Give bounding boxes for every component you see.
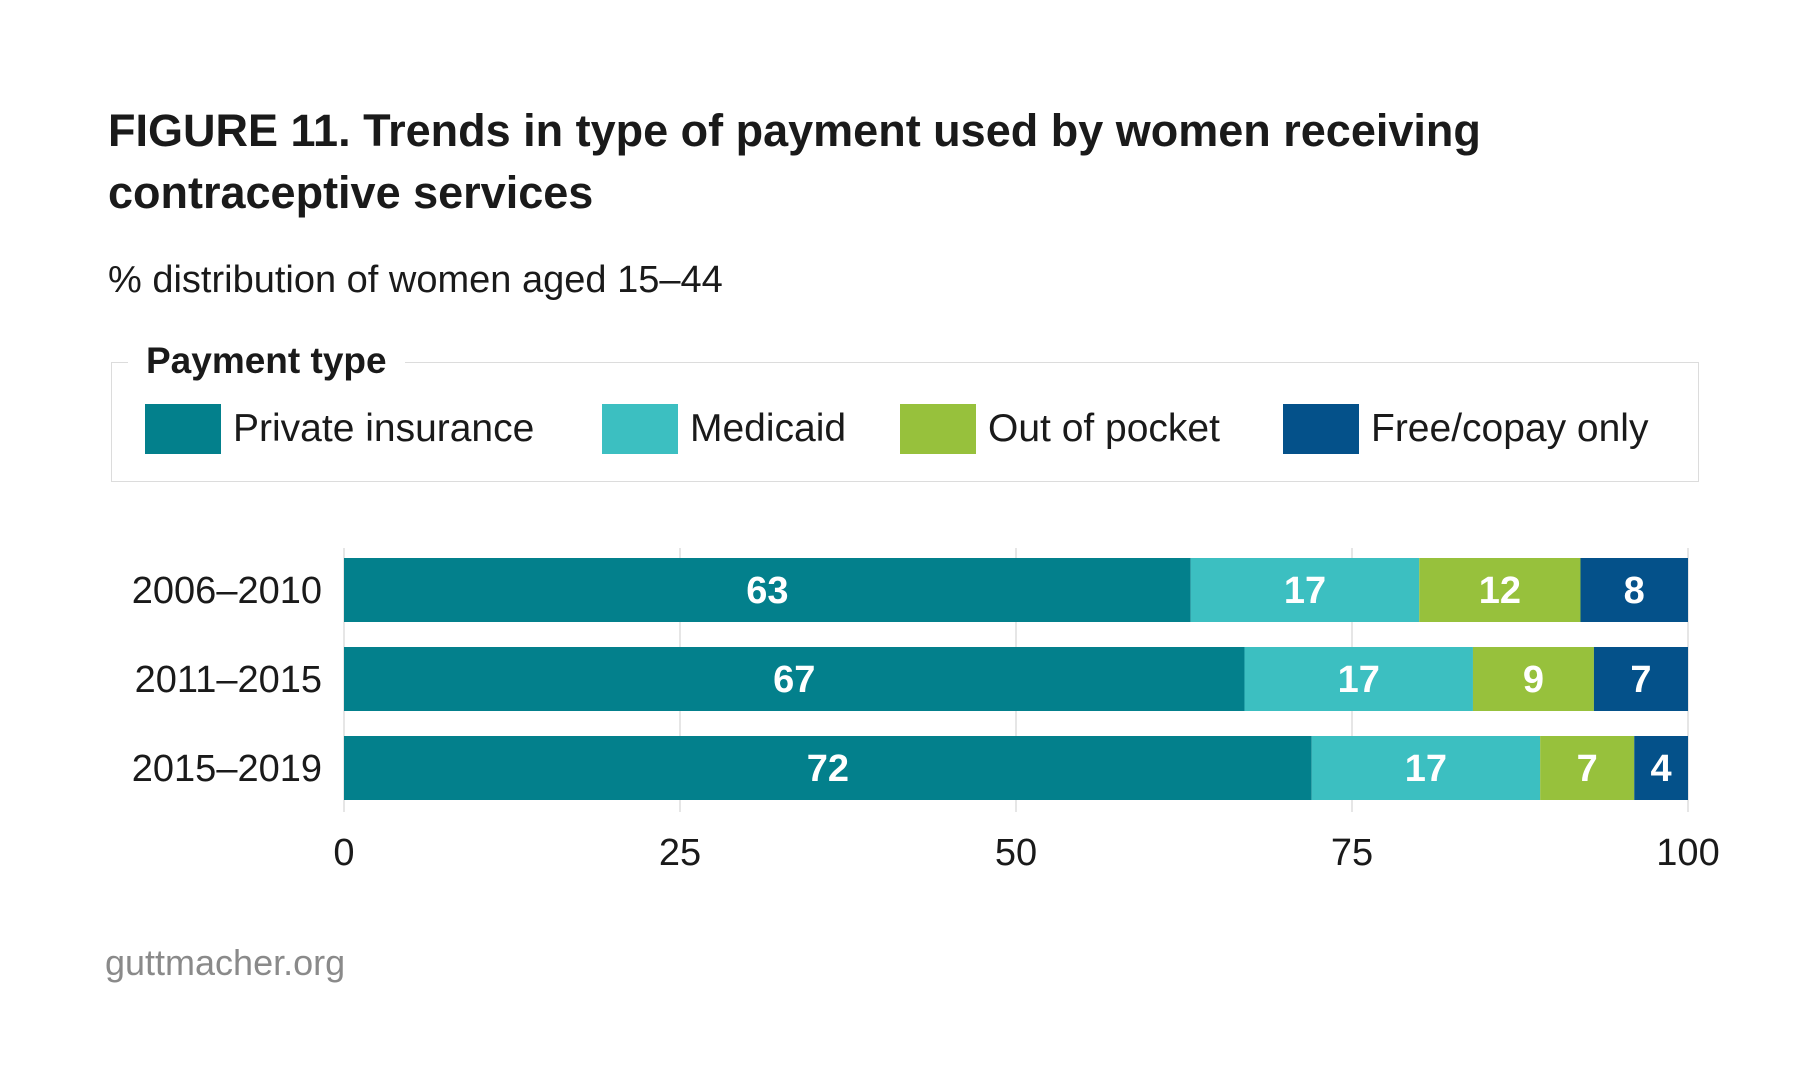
bar-2015-2019-out-of-pocket: [1540, 736, 1635, 800]
category-label-2011-2015: 2011–2015: [135, 659, 322, 701]
bar-2006-2010-out-of-pocket: [1419, 558, 1581, 622]
bar-label-2006-2010-free-copay-only: 8: [1624, 570, 1645, 612]
x-tick-label-25: 25: [659, 832, 701, 874]
x-tick-label-0: 0: [333, 832, 354, 874]
bar-2006-2010-private-insurance: [344, 558, 1191, 622]
bar-2011-2015-free-copay-only: [1593, 647, 1688, 711]
x-tick-label-100: 100: [1656, 832, 1719, 874]
legend-swatch-free-copay-only: [1283, 404, 1359, 454]
legend-swatch-private-insurance: [145, 404, 221, 454]
legend-box: [111, 362, 1699, 482]
category-label-2006-2010: 2006–2010: [132, 570, 322, 612]
legend-label-medicaid: Medicaid: [690, 407, 847, 450]
bar-label-2006-2010-medicaid: 17: [1284, 570, 1326, 612]
bar-2006-2010-medicaid: [1190, 558, 1420, 622]
footer-source: guttmacher.org: [105, 942, 346, 983]
bar-label-2015-2019-free-copay-only: 4: [1651, 748, 1672, 790]
bar-label-2015-2019-medicaid: 17: [1405, 748, 1447, 790]
bar-label-2015-2019-private-insurance: 72: [807, 748, 849, 790]
category-label-2015-2019: 2015–2019: [132, 748, 322, 790]
bar-2006-2010-free-copay-only: [1580, 558, 1688, 622]
x-tick-label-75: 75: [1331, 832, 1373, 874]
bar-2011-2015-out-of-pocket: [1472, 647, 1594, 711]
bar-label-2011-2015-out-of-pocket: 9: [1523, 659, 1544, 701]
bar-2011-2015-private-insurance: [344, 647, 1245, 711]
bar-2015-2019-free-copay-only: [1634, 736, 1688, 800]
legend-swatch-out-of-pocket: [900, 404, 976, 454]
bar-label-2006-2010-out-of-pocket: 12: [1479, 570, 1521, 612]
legend-label-free-copay-only: Free/copay only: [1371, 407, 1649, 450]
legend-swatch-medicaid: [602, 404, 678, 454]
bar-2011-2015-medicaid: [1244, 647, 1473, 711]
bar-label-2015-2019-out-of-pocket: 7: [1577, 748, 1598, 790]
legend-label-private-insurance: Private insurance: [233, 407, 535, 450]
bar-label-2011-2015-private-insurance: 67: [773, 659, 815, 701]
bar-label-2011-2015-free-copay-only: 7: [1630, 659, 1651, 701]
bar-label-2006-2010-private-insurance: 63: [746, 570, 788, 612]
legend-label-out-of-pocket: Out of pocket: [988, 407, 1220, 450]
legend-title: Payment type: [128, 336, 405, 386]
bar-2015-2019-medicaid: [1311, 736, 1541, 800]
bar-label-2011-2015-medicaid: 17: [1338, 659, 1380, 701]
chart-title: FIGURE 11. Trends in type of payment use…: [108, 105, 1481, 218]
chart-subtitle: % distribution of women aged 15–44: [108, 259, 723, 301]
x-tick-label-50: 50: [995, 832, 1037, 874]
bar-2015-2019-private-insurance: [344, 736, 1312, 800]
